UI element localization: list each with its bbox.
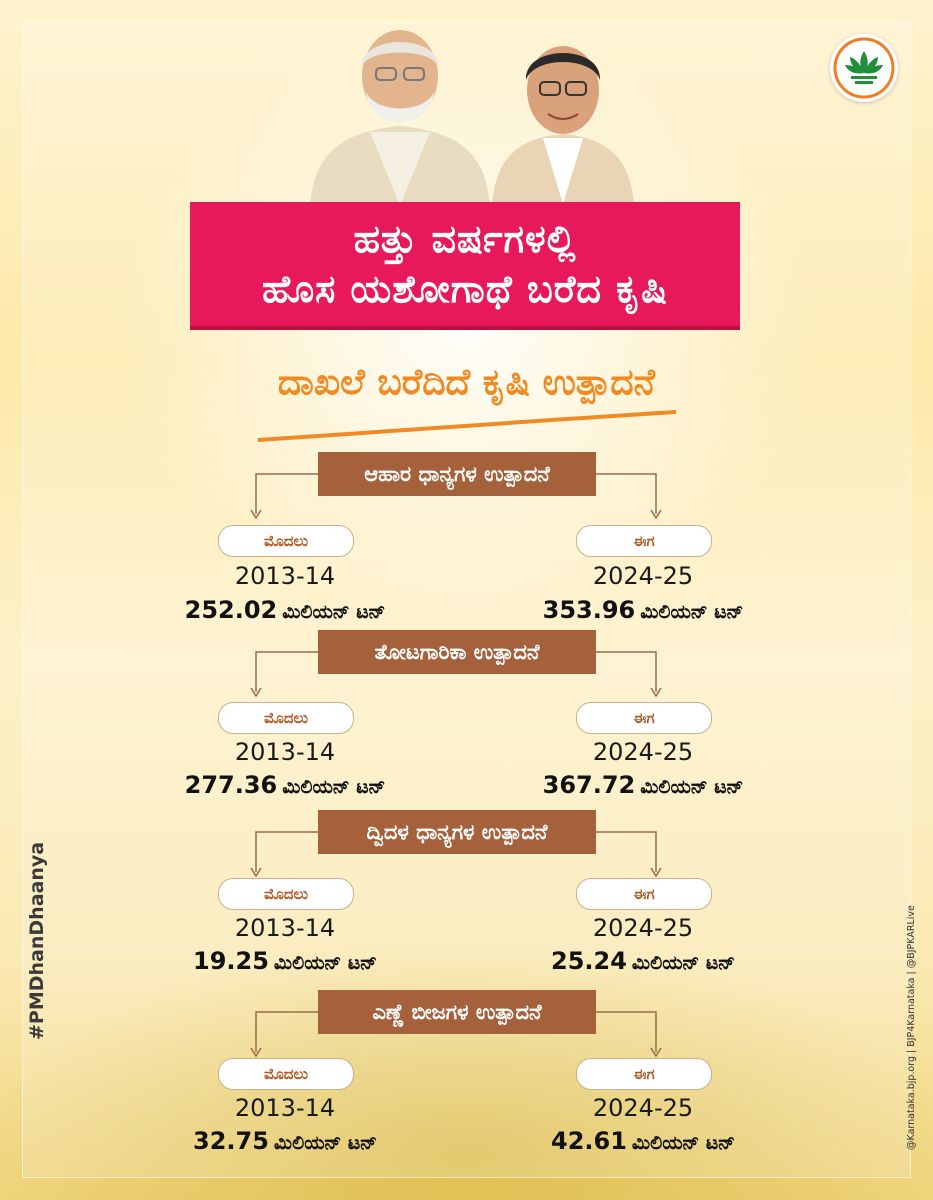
now-label: ಈಗ [576, 702, 712, 734]
value-number: 353.96 [542, 596, 636, 624]
value-number: 25.24 [551, 947, 627, 975]
hashtag: #PMDhanDhaanya [26, 841, 48, 1040]
value-number: 42.61 [551, 1127, 627, 1155]
value-now: 367.72 ಮಿಲಿಯನ್ ಟನ್ [493, 771, 793, 799]
section-connector [250, 651, 662, 698]
value-unit: ಮಿಲಿಯನ್ ಟನ್ [273, 952, 377, 974]
value-number: 367.72 [542, 771, 636, 799]
year-now: 2024-25 [592, 738, 694, 766]
year-now: 2024-25 [592, 562, 694, 590]
section-heading-horticulture: ತೋಟಗಾರಿಕಾ ಉತ್ಪಾದನೆ [318, 630, 596, 674]
section-heading-oilseeds: ಎಣ್ಣೆ ಬೀಜಗಳ ಉತ್ಪಾದನೆ [318, 990, 596, 1034]
value-unit: ಮಿಲಿಯನ್ ಟನ್ [640, 776, 744, 798]
social-handles: @Karnataka.bjp.org | BJP4Karnataka | @BJ… [906, 905, 917, 1150]
before-label: ಮೊದಲು [218, 878, 354, 910]
year-now: 2024-25 [592, 914, 694, 942]
title-banner: ಹತ್ತು ವರ್ಷಗಳಲ್ಲಿ ಹೊಸ ಯಶೋಗಾಥೆ ಬರೆದ ಕೃಷಿ [190, 202, 740, 326]
section-connector [250, 1011, 662, 1058]
value-unit: ಮಿಲಿಯನ್ ಟನ್ [282, 601, 386, 623]
section-heading-food-grains: ಆಹಾರ ಧಾನ್ಯಗಳ ಉತ್ಪಾದನೆ [318, 452, 596, 496]
value-before: 19.25 ಮಿಲಿಯನ್ ಟನ್ [135, 947, 435, 975]
value-unit: ಮಿಲಿಯನ್ ಟನ್ [640, 601, 744, 623]
value-before: 32.75 ಮಿಲಿಯನ್ ಟನ್ [135, 1127, 435, 1155]
value-number: 252.02 [184, 596, 278, 624]
year-before: 2013-14 [234, 562, 336, 590]
year-before: 2013-14 [234, 738, 336, 766]
value-unit: ಮಿಲಿಯನ್ ಟನ್ [631, 1132, 735, 1154]
year-now: 2024-25 [592, 1094, 694, 1122]
section-connector [250, 831, 662, 878]
section-heading-pulses: ದ್ವಿದಳ ಧಾನ್ಯಗಳ ಉತ್ಪಾದನೆ [318, 810, 596, 854]
leader-portrait-right [492, 46, 634, 204]
value-now: 25.24 ಮಿಲಿಯನ್ ಟನ್ [493, 947, 793, 975]
before-label: ಮೊದಲು [218, 702, 354, 734]
value-number: 277.36 [184, 771, 278, 799]
before-label: ಮೊದಲು [218, 1058, 354, 1090]
subtitle: ದಾಖಲೆ ಬರೆದಿದೆ ಕೃಷಿ ಉತ್ಪಾದನೆ [277, 362, 656, 403]
section-connector [250, 473, 662, 520]
value-before: 252.02 ಮಿಲಿಯನ್ ಟನ್ [135, 596, 435, 624]
party-logo [830, 34, 898, 102]
value-unit: ಮಿಲಿಯನ್ ಟನ್ [282, 776, 386, 798]
title-line-2: ಹೊಸ ಯಶೋಗಾಥೆ ಬರೆದ ಕೃಷಿ [262, 267, 668, 311]
year-before: 2013-14 [234, 1094, 336, 1122]
lotus-logo-icon [833, 37, 895, 99]
value-number: 32.75 [193, 1127, 269, 1155]
value-unit: ಮಿಲಿಯನ್ ಟನ್ [631, 952, 735, 974]
before-label: ಮೊದಲು [218, 525, 354, 557]
now-label: ಈಗ [576, 525, 712, 557]
value-now: 42.61 ಮಿಲಿಯನ್ ಟನ್ [493, 1127, 793, 1155]
leader-portrait-left [310, 30, 490, 206]
value-before: 277.36 ಮಿಲಿಯನ್ ಟನ್ [135, 771, 435, 799]
title-line-1: ಹತ್ತು ವರ್ಷಗಳಲ್ಲಿ [353, 217, 577, 261]
underline-swoosh [258, 410, 676, 442]
value-number: 19.25 [193, 947, 269, 975]
now-label: ಈಗ [576, 878, 712, 910]
value-unit: ಮಿಲಿಯನ್ ಟನ್ [273, 1132, 377, 1154]
now-label: ಈಗ [576, 1058, 712, 1090]
value-now: 353.96 ಮಿಲಿಯನ್ ಟನ್ [493, 596, 793, 624]
year-before: 2013-14 [234, 914, 336, 942]
